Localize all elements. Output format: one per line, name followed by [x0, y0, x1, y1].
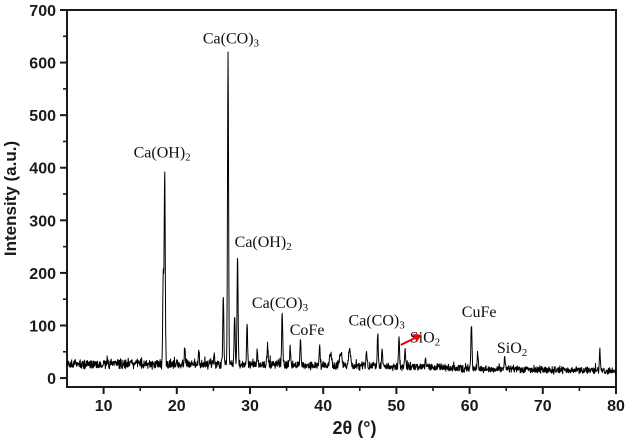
- peak-label-sio2-1: SiO2: [410, 330, 440, 349]
- x-tick-label: 20: [168, 398, 186, 415]
- y-tick-label: 0: [47, 371, 56, 388]
- peak-label-ca-co3-1: Ca(CO)3: [203, 30, 260, 49]
- x-axis-title: 2θ (°): [333, 418, 377, 438]
- y-tick-label: 400: [29, 161, 56, 178]
- y-tick-label: 600: [29, 56, 56, 73]
- y-tick-label: 500: [29, 108, 56, 125]
- peak-label-ca-oh2-1: Ca(OH)2: [134, 144, 191, 163]
- peak-label-ca-oh2-2: Ca(OH)2: [235, 234, 292, 253]
- x-tick-label: 50: [388, 398, 406, 415]
- x-tick-label: 70: [534, 398, 552, 415]
- peak-label-ca-co3-2: Ca(CO)3: [252, 295, 309, 314]
- x-tick-label: 80: [607, 398, 625, 415]
- peak-label-sio2-2: SiO2: [497, 340, 527, 359]
- peak-label-cufe: CuFe: [462, 304, 497, 321]
- plot-frame: [66, 9, 617, 388]
- peak-label-ca-co3-3: Ca(CO)3: [349, 313, 406, 332]
- peak-label-cofe: CoFe: [290, 322, 325, 339]
- y-tick-label: 300: [29, 213, 56, 230]
- x-tick-label: 30: [241, 398, 259, 415]
- y-axis-title: Intensity (a.u.): [1, 141, 20, 256]
- x-tick-label: 10: [95, 398, 113, 415]
- red-arrowhead-icon: [412, 334, 422, 343]
- x-tick-label: 40: [314, 398, 332, 415]
- x-tick-label: 60: [461, 398, 479, 415]
- y-tick-label: 200: [29, 266, 56, 283]
- red-arrow-shaft: [400, 337, 416, 346]
- y-tick-label: 100: [29, 318, 56, 335]
- xrd-trace: [66, 51, 617, 375]
- y-tick-label: 700: [29, 3, 56, 20]
